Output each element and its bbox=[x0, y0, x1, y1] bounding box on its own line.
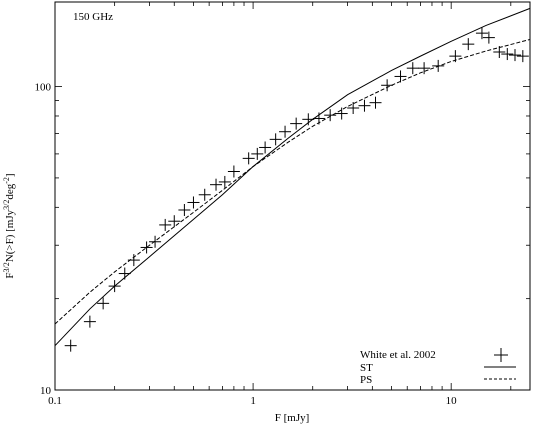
y-label-mid2: deg bbox=[4, 183, 16, 199]
data-point bbox=[347, 101, 360, 114]
x-axis-label: F [mJy] bbox=[275, 412, 310, 424]
y-label-mid: N(>F) [mJy bbox=[4, 209, 16, 262]
x-tick-label: 10 bbox=[446, 395, 458, 407]
data-point bbox=[381, 79, 394, 92]
data-point bbox=[269, 133, 282, 146]
data-point bbox=[159, 218, 172, 231]
data-point bbox=[168, 215, 181, 228]
data-point bbox=[127, 254, 140, 267]
data-point bbox=[140, 241, 153, 254]
data-point bbox=[501, 48, 514, 61]
data-point bbox=[290, 117, 303, 130]
data-point bbox=[83, 315, 96, 328]
data-point bbox=[279, 125, 292, 138]
data-point bbox=[432, 59, 445, 72]
series-markers bbox=[64, 27, 529, 352]
y-label-exp2: 3/2 bbox=[2, 200, 11, 210]
data-point bbox=[482, 31, 495, 44]
axis-ticks bbox=[54, 2, 530, 391]
data-point bbox=[218, 175, 231, 188]
data-point bbox=[358, 99, 371, 112]
data-point bbox=[312, 112, 325, 125]
y-label-suffix: ] bbox=[4, 173, 16, 177]
data-point bbox=[97, 297, 110, 310]
data-point bbox=[210, 178, 223, 191]
x-tick-label: 1 bbox=[250, 395, 256, 407]
data-point bbox=[64, 339, 77, 352]
series-line-ps bbox=[54, 38, 531, 325]
legend-label-st: ST bbox=[360, 362, 373, 374]
y-axis-label: F3/2N(>F) [mJy3/2deg-2] bbox=[2, 173, 16, 278]
data-point bbox=[449, 50, 462, 63]
data-point bbox=[118, 267, 131, 280]
data-point bbox=[227, 165, 240, 178]
data-point bbox=[335, 107, 348, 120]
data-point bbox=[475, 27, 488, 40]
data-point bbox=[108, 280, 121, 293]
legend-label-ps: PS bbox=[360, 374, 372, 386]
data-point bbox=[516, 50, 529, 63]
legend-label-white: White et al. 2002 bbox=[360, 349, 436, 361]
y-label-prefix: F bbox=[4, 272, 16, 278]
data-point bbox=[418, 62, 431, 75]
data-point bbox=[259, 141, 272, 154]
legend: White et al. 2002 ST PS bbox=[360, 348, 516, 386]
y-tick-label: 100 bbox=[35, 82, 52, 94]
data-point bbox=[406, 62, 419, 75]
data-point bbox=[178, 203, 191, 216]
data-point bbox=[302, 113, 315, 126]
data-point bbox=[509, 49, 522, 62]
data-point bbox=[242, 152, 255, 165]
x-tick-label: 0.1 bbox=[48, 395, 62, 407]
data-point bbox=[187, 196, 200, 209]
data-point bbox=[394, 70, 407, 83]
series-line-st bbox=[54, 7, 531, 347]
data-point bbox=[198, 188, 211, 201]
y-tick-label: 10 bbox=[40, 385, 52, 397]
data-point bbox=[149, 235, 162, 248]
y-label-exp1: 3/2 bbox=[2, 262, 11, 272]
data-point bbox=[369, 96, 382, 109]
series-lines bbox=[54, 7, 531, 347]
annotation-label: 150 GHz bbox=[73, 11, 113, 23]
tick-labels: 0.1 1 10 10 100 bbox=[35, 82, 458, 407]
y-label-exp3: -2 bbox=[2, 177, 11, 184]
plot-frame bbox=[54, 1, 531, 391]
data-point bbox=[462, 38, 475, 51]
data-point bbox=[493, 46, 506, 59]
data-point bbox=[324, 109, 337, 122]
data-point bbox=[251, 147, 264, 160]
